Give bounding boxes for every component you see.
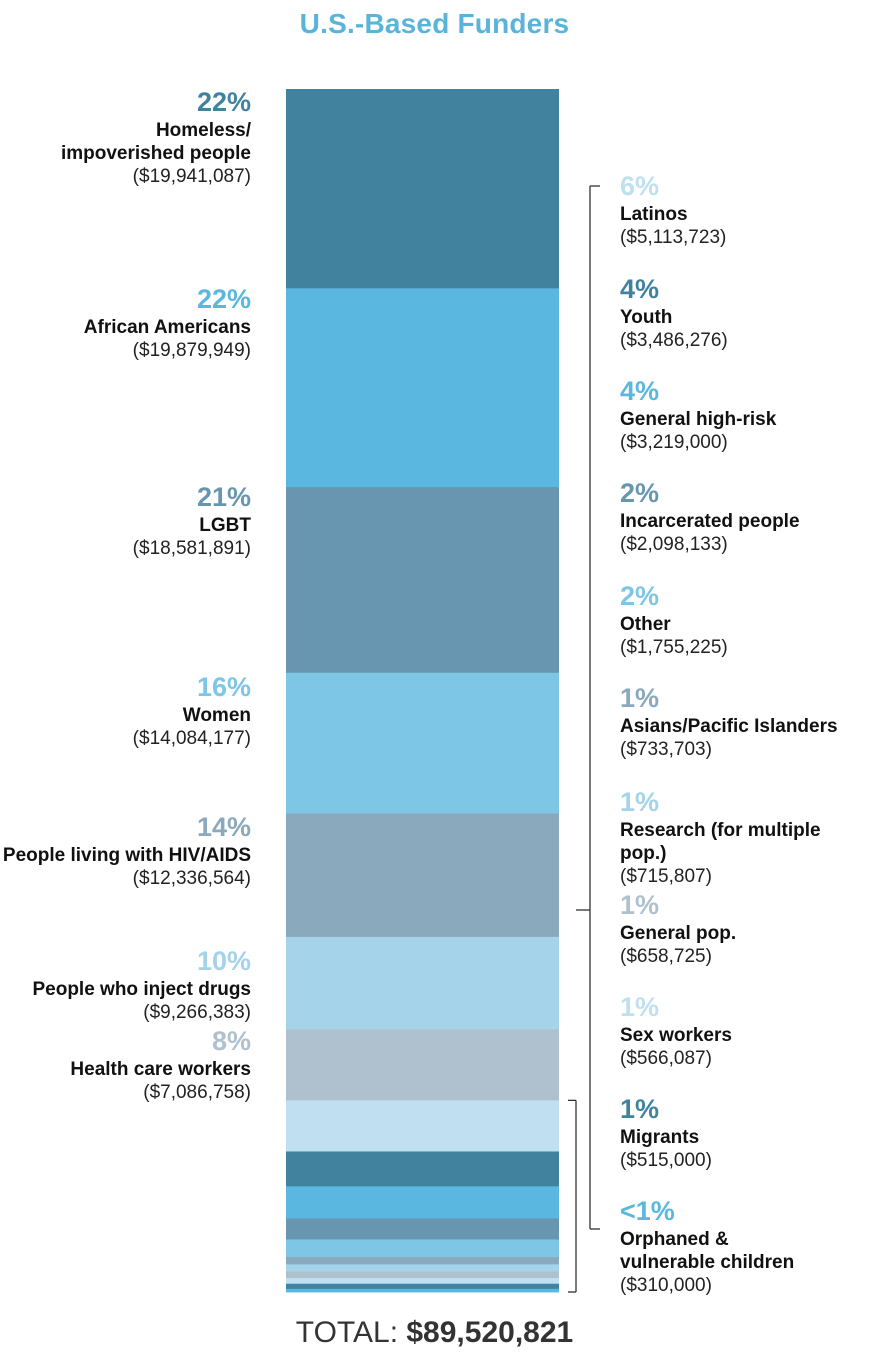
segment-label-10: 2% Incarcerated people ($2,098,133) xyxy=(620,477,800,556)
bar-segment-4 xyxy=(286,813,559,938)
segment-name: Other xyxy=(620,613,671,635)
bar-segment-7 xyxy=(286,1100,559,1152)
segment-amount: ($12,336,564) xyxy=(132,868,251,890)
segment-label-1: 22% African Americans ($19,879,949) xyxy=(84,283,251,362)
segment-name: Research (for multiple pop.) xyxy=(620,819,821,865)
total-line: TOTAL: $89,520,821 xyxy=(0,1316,869,1350)
segment-percent: 10% xyxy=(196,946,251,976)
segment-label-17: <1% Orphaned & vulnerable children ($310,00… xyxy=(620,1195,794,1297)
segment-name: Orphaned & xyxy=(620,1228,729,1250)
segment-label-2: 21% LGBT ($18,581,891) xyxy=(133,481,251,560)
segment-name: Health care workers xyxy=(70,1058,251,1080)
segment-name: People who inject drugs xyxy=(32,978,251,1000)
segment-percent: 1% xyxy=(620,683,660,713)
bar-segment-12 xyxy=(286,1257,559,1265)
bar-segment-17 xyxy=(286,1288,559,1293)
segment-amount: ($7,086,758) xyxy=(143,1082,251,1104)
segment-percent: <1% xyxy=(620,1196,675,1226)
bar-segment-8 xyxy=(286,1151,559,1187)
segment-percent: 22% xyxy=(196,284,251,314)
bar-segment-3 xyxy=(286,672,559,814)
total-value: $89,520,821 xyxy=(406,1316,574,1349)
bar-segment-16 xyxy=(286,1283,559,1290)
segment-percent: 14% xyxy=(196,812,251,842)
segment-label-15: 1% Sex workers ($566,087) xyxy=(620,991,732,1070)
segment-percent: 2% xyxy=(620,478,660,508)
bar-segment-1 xyxy=(286,288,559,488)
chart-title: U.S.-Based Funders xyxy=(299,8,570,39)
segment-amount: ($515,000) xyxy=(620,1150,712,1172)
segment-name: Homeless/ xyxy=(155,119,251,141)
segment-amount: ($566,087) xyxy=(620,1048,712,1070)
bar-segment-13 xyxy=(286,1264,559,1272)
segment-label-3: 16% Women ($14,084,177) xyxy=(133,671,251,750)
segment-percent: 4% xyxy=(620,274,660,304)
segment-percent: 6% xyxy=(620,171,660,201)
segment-name: People living with HIV/AIDS xyxy=(2,844,251,866)
segment-amount: ($9,266,383) xyxy=(143,1002,251,1024)
segment-label-13: 1% Research (for multiple pop.) ($715,807) xyxy=(620,786,869,888)
segment-percent: 4% xyxy=(620,376,660,406)
segment-label-11: 2% Other ($1,755,225) xyxy=(620,580,728,659)
segment-percent: 1% xyxy=(620,1094,660,1124)
bar-segment-9 xyxy=(286,1186,559,1219)
segment-name: Asians/Pacific Islanders xyxy=(620,715,838,737)
segment-percent: 21% xyxy=(196,482,251,512)
bar-segment-14 xyxy=(286,1271,559,1279)
segment-amount: ($5,113,723) xyxy=(620,227,727,249)
segment-label-14: 1% General pop. ($658,725) xyxy=(620,889,736,968)
segment-label-6: 8% Health care workers ($7,086,758) xyxy=(70,1025,251,1104)
total-label: TOTAL: xyxy=(295,1316,399,1349)
bar-segment-10 xyxy=(286,1218,559,1240)
segment-name: General pop. xyxy=(620,922,737,944)
segment-amount: ($19,879,949) xyxy=(132,340,251,362)
segment-amount: ($2,098,133) xyxy=(620,534,728,556)
bar-segment-6 xyxy=(286,1029,559,1101)
segment-label-12: 1% Asians/Pacific Islanders ($733,703) xyxy=(620,682,838,761)
segment-label-0: 22% Homeless/impoverished people ($19,941,… xyxy=(61,86,251,188)
segment-percent: 16% xyxy=(196,672,251,702)
segment-percent: 1% xyxy=(620,992,660,1022)
segment-label-7: 6% Latinos ($5,113,723) xyxy=(620,170,726,249)
segment-name: Incarcerated people xyxy=(620,510,800,532)
segment-label-5: 10% People who inject drugs ($9,266,383) xyxy=(32,945,251,1024)
segment-name: General high-risk xyxy=(620,408,777,430)
segment-name: impoverished people xyxy=(60,143,251,165)
segment-name: Youth xyxy=(620,306,673,328)
segment-amount: ($310,000) xyxy=(620,1275,712,1297)
segment-percent: 22% xyxy=(196,87,251,117)
segment-amount: ($3,486,276) xyxy=(620,330,728,352)
segment-percent: 2% xyxy=(620,581,660,611)
segment-label-16: 1% Migrants ($515,000) xyxy=(620,1093,712,1172)
segment-amount: ($3,219,000) xyxy=(620,432,728,454)
segment-amount: ($733,703) xyxy=(620,739,712,761)
segment-amount: ($658,725) xyxy=(620,946,712,968)
bar-segment-15 xyxy=(286,1278,559,1285)
segment-name: African Americans xyxy=(83,316,251,338)
bar-segment-0 xyxy=(286,89,559,289)
segment-label-8: 4% Youth ($3,486,276) xyxy=(620,273,728,352)
segment-name: Latinos xyxy=(620,203,688,225)
segment-label-9: 4% General high-risk ($3,219,000) xyxy=(620,375,776,454)
segment-percent: 1% xyxy=(620,890,660,920)
bar-segment-11 xyxy=(286,1239,559,1258)
segment-amount: ($18,581,891) xyxy=(132,538,251,560)
segment-amount: ($19,941,087) xyxy=(132,166,251,188)
bar-segment-2 xyxy=(286,487,559,674)
segment-name: Migrants xyxy=(620,1126,700,1148)
segment-label-4: 14% People living with HIV/AIDS ($12,336,5… xyxy=(3,811,251,890)
segment-percent: 1% xyxy=(620,787,660,817)
segment-name: LGBT xyxy=(199,514,251,536)
segment-amount: ($14,084,177) xyxy=(132,728,251,750)
bar-segment-5 xyxy=(286,936,559,1030)
segment-name: Women xyxy=(182,704,251,726)
segment-percent: 8% xyxy=(211,1026,251,1056)
segment-amount: ($1,755,225) xyxy=(620,637,728,659)
segment-amount: ($715,807) xyxy=(620,866,712,888)
segment-name: vulnerable children xyxy=(620,1252,795,1274)
segment-name: Sex workers xyxy=(620,1024,732,1046)
